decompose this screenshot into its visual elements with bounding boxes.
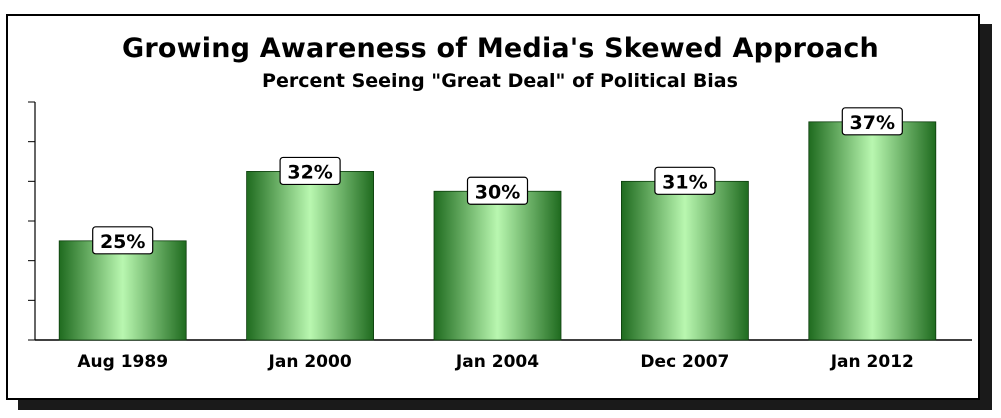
chart-subtitle: Percent Seeing "Great Deal" of Political… [262,70,738,92]
bar-2 [433,190,562,341]
bar-1 [246,171,375,341]
x-tick-label-4: Jan 2012 [830,352,914,372]
data-label-4: 37% [841,107,903,136]
x-tick-label-3: Dec 2007 [640,352,729,372]
bars [58,121,937,341]
bar-3 [621,180,749,341]
data-label-0: 25% [92,226,154,255]
svg-text:25%: 25% [100,231,145,253]
svg-text:37%: 37% [850,112,895,134]
data-labels: 25% 32% 30% 31% 37% [92,107,903,255]
data-label-2: 30% [466,176,529,205]
x-tick-label-0: Aug 1989 [77,352,168,372]
bar-0 [58,240,187,341]
bar-4 [808,121,937,341]
svg-text:32%: 32% [287,161,332,183]
x-tick-label-2: Jan 2004 [455,352,539,372]
svg-text:31%: 31% [662,171,707,193]
x-tick-labels: Aug 1989 Jan 2000 Jan 2004 Dec 2007 Jan 2012 [77,352,914,372]
data-label-1: 32% [279,156,341,186]
chart-title: Growing Awareness of Media's Skewed Appr… [122,33,879,64]
x-tick-label-1: Jan 2000 [268,352,352,372]
data-label-3: 31% [654,166,716,195]
svg-text:30%: 30% [475,181,520,203]
